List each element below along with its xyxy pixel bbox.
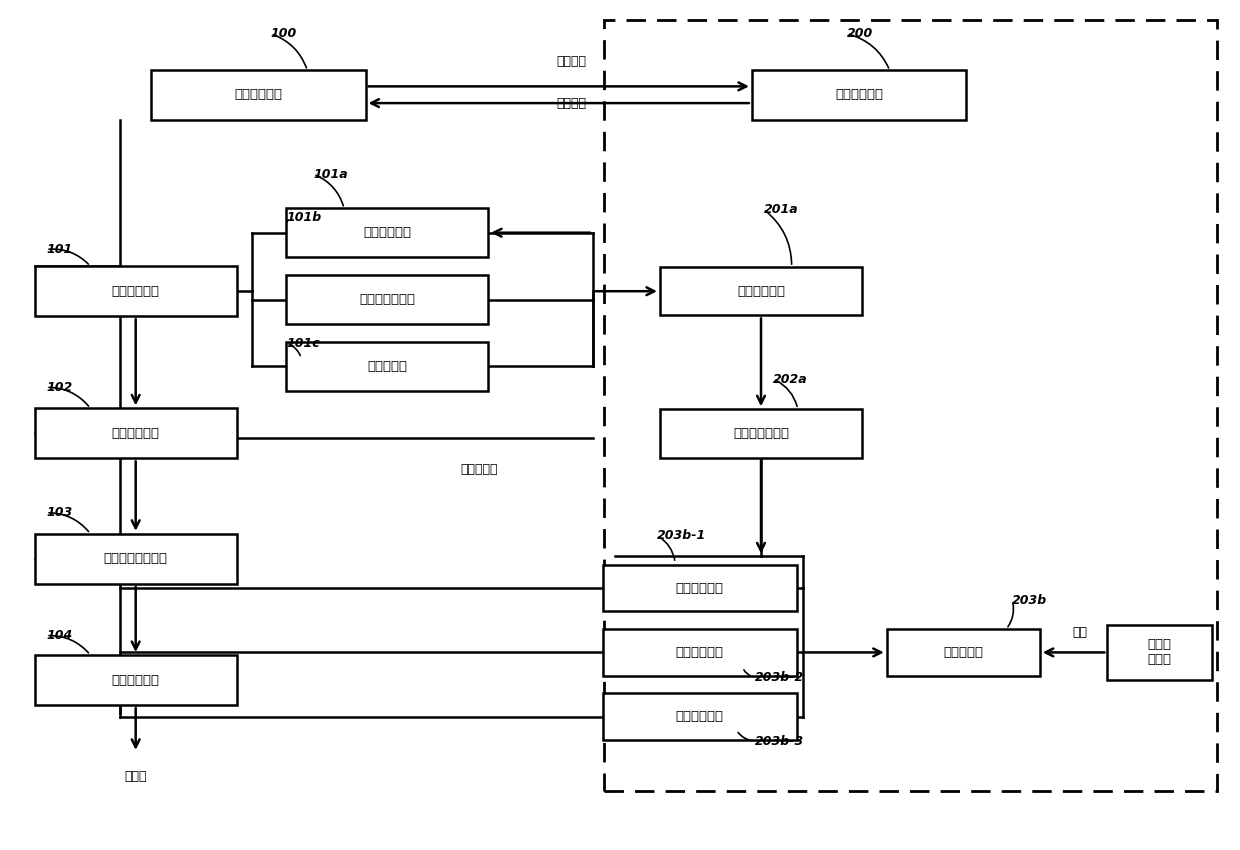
Text: 能产数据分析组: 能产数据分析组 (733, 427, 789, 439)
Text: 202a: 202a (774, 372, 808, 386)
Text: 104: 104 (46, 629, 72, 643)
Text: 201a: 201a (764, 203, 799, 216)
Text: 203b-3: 203b-3 (755, 734, 804, 747)
Text: 环境监测组: 环境监测组 (944, 646, 983, 659)
FancyBboxPatch shape (35, 655, 237, 706)
Text: 能源生产模块: 能源生产模块 (112, 285, 160, 297)
FancyBboxPatch shape (35, 266, 237, 316)
Text: 供给量控制: 供给量控制 (460, 462, 497, 476)
Text: 管理控制: 管理控制 (556, 97, 587, 110)
Text: 能源供给模块: 能源供给模块 (112, 427, 160, 439)
Text: 能量存储模块: 能量存储模块 (112, 673, 160, 687)
Text: 可再生能源组: 可再生能源组 (363, 226, 410, 239)
FancyBboxPatch shape (603, 564, 796, 611)
Text: 101a: 101a (314, 167, 348, 181)
Text: 水力监测单元: 水力监测单元 (676, 646, 724, 659)
FancyBboxPatch shape (151, 70, 366, 120)
FancyBboxPatch shape (603, 629, 796, 676)
Text: 系统管控中心: 系统管控中心 (835, 88, 883, 101)
Text: 203b-2: 203b-2 (755, 671, 804, 684)
FancyBboxPatch shape (751, 70, 966, 120)
FancyBboxPatch shape (35, 408, 237, 458)
Text: 101: 101 (46, 243, 72, 256)
FancyBboxPatch shape (35, 534, 237, 584)
FancyBboxPatch shape (603, 694, 796, 740)
FancyBboxPatch shape (660, 409, 862, 457)
Text: 协同转化传输模块: 协同转化传输模块 (104, 552, 167, 565)
Text: 不可再生能源组: 不可再生能源组 (360, 293, 415, 306)
Text: 光能监测单元: 光能监测单元 (676, 711, 724, 723)
Text: 200: 200 (847, 27, 873, 40)
Text: 能源生产分配: 能源生产分配 (737, 285, 785, 297)
FancyBboxPatch shape (887, 629, 1040, 676)
Bar (604, 20, 1218, 791)
FancyBboxPatch shape (286, 275, 489, 324)
Text: 使用者: 使用者 (124, 769, 146, 783)
Text: 其他能
源数据: 其他能 源数据 (1147, 638, 1172, 666)
Text: 100: 100 (270, 27, 296, 40)
FancyBboxPatch shape (286, 343, 489, 391)
Text: 能源供给中心: 能源供给中心 (234, 88, 283, 101)
Text: 提供数据: 提供数据 (556, 54, 587, 68)
Text: 203b: 203b (1012, 594, 1048, 607)
Text: 101b: 101b (286, 211, 321, 224)
Text: 导入: 导入 (1073, 626, 1087, 639)
FancyBboxPatch shape (660, 267, 862, 315)
Text: 103: 103 (46, 507, 72, 519)
Text: 101c: 101c (286, 337, 320, 349)
FancyBboxPatch shape (286, 208, 489, 257)
Text: 102: 102 (46, 381, 72, 394)
Text: 203b-1: 203b-1 (657, 529, 706, 541)
Text: 清洁能源组: 清洁能源组 (367, 360, 407, 373)
FancyBboxPatch shape (1107, 626, 1211, 680)
Text: 风力监测单元: 风力监测单元 (676, 581, 724, 594)
